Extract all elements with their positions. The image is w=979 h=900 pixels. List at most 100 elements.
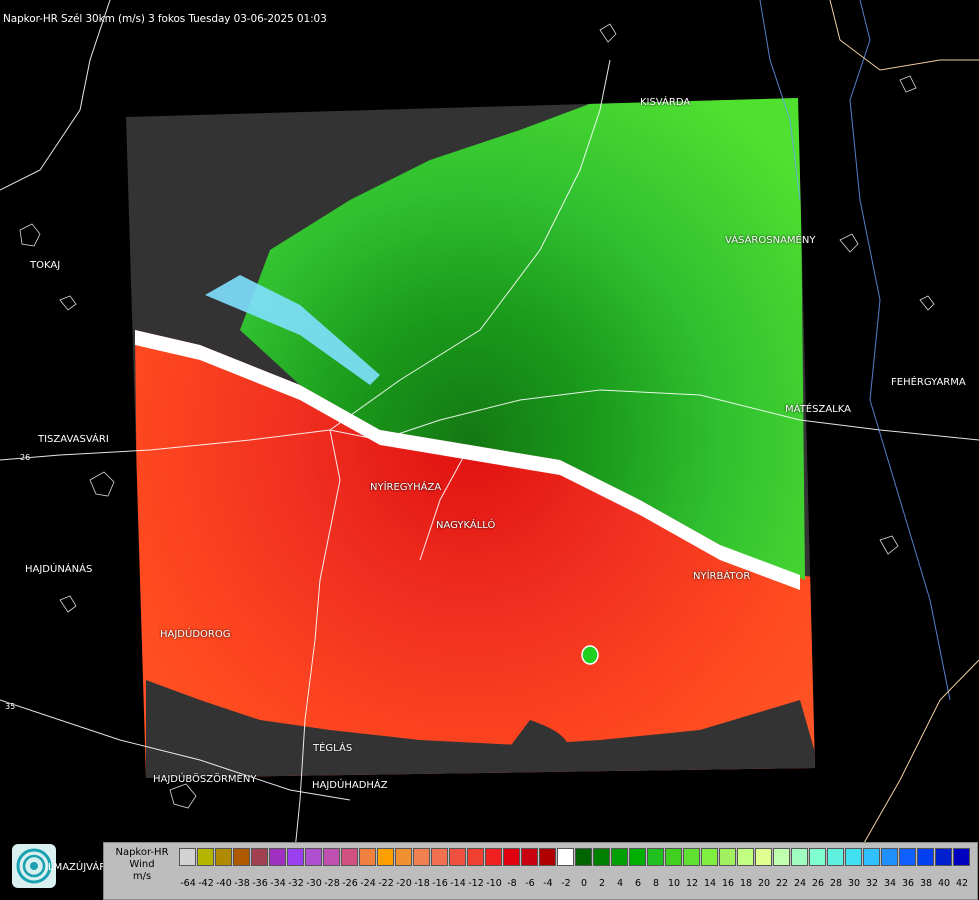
legend-swatch — [269, 848, 286, 866]
legend-tick: 22 — [775, 878, 789, 889]
legend-swatch — [575, 848, 592, 866]
legend-tick: 40 — [937, 878, 951, 889]
legend-tick: -64 — [180, 878, 196, 889]
legend-tick: 28 — [829, 878, 843, 889]
legend: Napkor-HR Wind m/s -64 -42 -40 -38 -36 -34 -32… — [103, 842, 978, 900]
legend-swatch — [377, 848, 394, 866]
legend-swatch — [845, 848, 862, 866]
legend-tick: 20 — [757, 878, 771, 889]
legend-tick: -28 — [324, 878, 340, 889]
map-title: Napkor-HR Szél 30km (m/s) 3 fokos Tuesda… — [3, 13, 327, 25]
legend-swatch — [827, 848, 844, 866]
legend-tick: 30 — [847, 878, 861, 889]
legend-swatch — [485, 848, 502, 866]
legend-swatch — [467, 848, 484, 866]
city-label-mateszalka: MÁTÉSZALKA — [785, 404, 851, 415]
legend-swatch — [539, 848, 556, 866]
city-label-kisvarda: KISVÁRDA — [640, 97, 691, 108]
legend-swatch — [683, 848, 700, 866]
city-label-nyirbator: NYÍRBÁTOR — [693, 571, 751, 582]
legend-subtitle: Wind — [129, 859, 155, 870]
legend-swatch — [881, 848, 898, 866]
legend-swatch — [755, 848, 772, 866]
legend-swatch — [701, 848, 718, 866]
legend-swatch — [917, 848, 934, 866]
road-label: 35 — [5, 702, 16, 711]
legend-swatch — [899, 848, 916, 866]
legend-swatches — [179, 848, 971, 866]
legend-tick: 18 — [739, 878, 753, 889]
zero-line — [135, 330, 800, 590]
legend-tick: 36 — [901, 878, 915, 889]
legend-swatch — [233, 848, 250, 866]
legend-tick: -22 — [378, 878, 394, 889]
legend-swatch — [593, 848, 610, 866]
legend-swatch — [287, 848, 304, 866]
cyan-streak — [205, 275, 380, 385]
legend-tick: -4 — [543, 878, 553, 889]
legend-tick: 34 — [883, 878, 897, 889]
city-label-vasarosnameny: VÁSÁROSNAMÉNY — [725, 235, 816, 246]
city-label-fehergyarmat: FEHÉRGYARMA — [891, 377, 966, 388]
legend-swatch — [431, 848, 448, 866]
legend-tick: -30 — [306, 878, 322, 889]
city-label-hajdudorog: HAJDÚDOROG — [160, 629, 231, 640]
legend-tick: -38 — [234, 878, 250, 889]
legend-tick: -24 — [360, 878, 376, 889]
legend-swatch — [323, 848, 340, 866]
legend-swatch — [863, 848, 880, 866]
road-label: 26 — [20, 453, 31, 462]
legend-tick: -10 — [486, 878, 502, 889]
city-label-hajdunanas: HAJDÚNÁNÁS — [25, 564, 93, 575]
legend-tick: -12 — [468, 878, 484, 889]
legend-swatch — [719, 848, 736, 866]
legend-swatch — [773, 848, 790, 866]
city-label-teglas: TÉGLÁS — [313, 743, 353, 754]
legend-tick: -14 — [450, 878, 466, 889]
city-label-nyiregyhaza: NYÍREGYHÁZA — [370, 482, 442, 493]
logo-icon — [12, 844, 56, 888]
legend-swatch — [359, 848, 376, 866]
legend-swatch — [413, 848, 430, 866]
legend-tick: 32 — [865, 878, 879, 889]
legend-tick: 8 — [652, 878, 660, 889]
legend-unit: m/s — [132, 871, 152, 882]
legend-tick: 24 — [793, 878, 807, 889]
legend-swatch — [611, 848, 628, 866]
legend-swatch — [395, 848, 412, 866]
legend-swatch — [305, 848, 322, 866]
legend-tick: -34 — [270, 878, 286, 889]
legend-title: Napkor-HR — [115, 847, 169, 858]
legend-swatch — [665, 848, 682, 866]
legend-tick: -32 — [288, 878, 304, 889]
legend-tick: -8 — [507, 878, 517, 889]
city-label-hajduhadhaz: HAJDÚHADHÁZ — [312, 780, 388, 791]
city-label-tiszavasvari: TISZAVASVÁRI — [38, 434, 109, 445]
legend-tick: 38 — [919, 878, 933, 889]
legend-tick: 0 — [580, 878, 588, 889]
legend-tick: -36 — [252, 878, 268, 889]
legend-swatch — [629, 848, 646, 866]
legend-tick: -2 — [561, 878, 571, 889]
legend-tick: -26 — [342, 878, 358, 889]
city-label-tokaj: TOKAJ — [30, 260, 61, 271]
legend-swatch — [647, 848, 664, 866]
legend-tick: 26 — [811, 878, 825, 889]
legend-swatch — [179, 848, 196, 866]
legend-tick: -6 — [525, 878, 535, 889]
legend-swatch — [215, 848, 232, 866]
legend-tick: 4 — [616, 878, 624, 889]
legend-tick: 10 — [667, 878, 681, 889]
legend-label: Napkor-HR Wind m/s — [108, 847, 176, 883]
legend-swatch — [935, 848, 952, 866]
city-label-nagykallo: NAGYKÁLLÓ — [436, 520, 496, 531]
legend-tick: 2 — [598, 878, 606, 889]
legend-swatch — [953, 848, 970, 866]
legend-tick: -42 — [198, 878, 214, 889]
legend-swatch — [557, 848, 574, 866]
legend-swatch — [521, 848, 538, 866]
legend-tick: 6 — [634, 878, 642, 889]
green-region — [240, 98, 805, 580]
legend-ticks: -64 -42 -40 -38 -36 -34 -32 -30 -28 -26 -24 -22 -20-… — [179, 878, 971, 889]
